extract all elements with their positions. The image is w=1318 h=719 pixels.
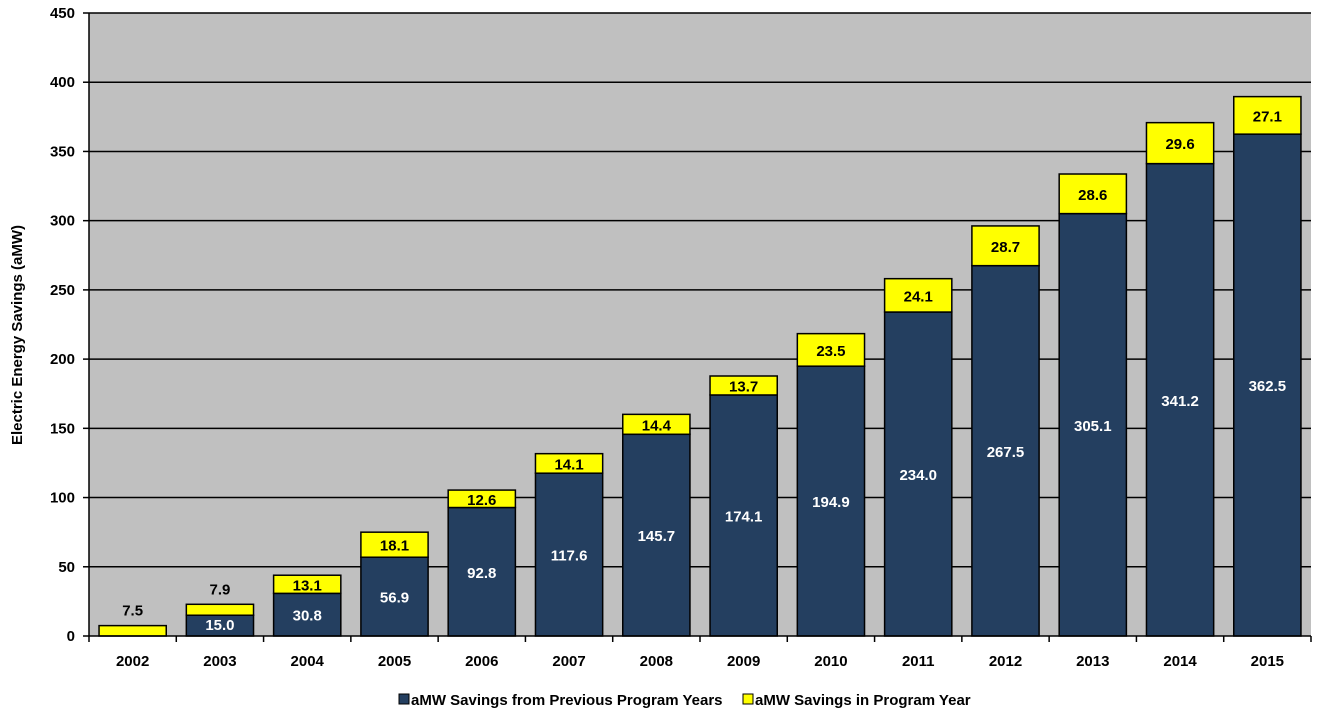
x-tick-label-2008: 2008	[640, 653, 673, 670]
bar-previous-2013	[1058, 212, 1128, 637]
data-label-previous-2004: 30.8	[293, 608, 322, 625]
x-tick-label-2003: 2003	[203, 653, 236, 670]
y-tick-label-100: 100	[50, 490, 75, 507]
data-label-program-year-2004: 13.1	[293, 577, 322, 594]
y-tick-label-150: 150	[50, 420, 75, 437]
x-tick-label-2004: 2004	[291, 653, 325, 670]
y-tick-label-200: 200	[50, 351, 75, 368]
bar-program-year-2009	[709, 375, 778, 396]
y-tick-label-450: 450	[50, 5, 75, 22]
bar-program-year-2005	[360, 531, 429, 558]
data-label-program-year-2006: 12.6	[467, 492, 496, 509]
bar-program-year-2003	[185, 603, 255, 616]
data-label-previous-2009: 174.1	[725, 508, 763, 525]
bar-previous-2011	[883, 311, 953, 637]
legend-swatch-1	[742, 693, 754, 705]
y-tick-label-250: 250	[50, 282, 75, 299]
data-label-program-year-2010: 23.5	[816, 343, 845, 360]
bar-previous-2005	[360, 556, 429, 637]
data-label-previous-2007: 117.6	[551, 548, 588, 565]
axes	[88, 13, 1311, 637]
bar-program-year-2002	[98, 624, 167, 637]
bar-program-year-2006	[447, 489, 517, 509]
data-label-program-year-2009: 13.7	[729, 378, 758, 395]
plot-area	[89, 13, 1311, 636]
y-tick-label-300: 300	[50, 213, 75, 230]
data-label-program-year-2003: 7.9	[209, 581, 230, 598]
data-label-previous-2014: 341.2	[1161, 393, 1199, 410]
y-tick-label-350: 350	[50, 143, 75, 160]
data-label-previous-2003: 15.0	[205, 617, 234, 634]
data-label-program-year-2013: 28.6	[1078, 187, 1107, 204]
bar-program-year-2013	[1058, 173, 1128, 215]
x-tick-label-2009: 2009	[727, 653, 760, 670]
x-tick-label-2002: 2002	[116, 653, 149, 670]
bar-previous-2007	[534, 472, 604, 637]
bar-previous-2010	[796, 365, 866, 637]
data-label-previous-2011: 234.0	[899, 467, 937, 484]
bar-program-year-2004	[272, 574, 342, 595]
data-label-program-year-2014: 29.6	[1165, 136, 1194, 153]
bar-program-year-2014	[1145, 121, 1215, 165]
x-tick-label-2005: 2005	[378, 653, 411, 670]
data-label-previous-2006: 92.8	[467, 565, 496, 582]
bar-program-year-2008	[622, 413, 691, 436]
x-tick-label-2014: 2014	[1163, 653, 1197, 670]
y-axis-ticks: 0 50 100 150 200 250 300 350 400 450	[50, 5, 89, 645]
data-label-program-year-2007: 14.1	[554, 456, 583, 473]
y-tick-label-400: 400	[50, 74, 75, 91]
x-tick-label-2012: 2012	[989, 653, 1022, 670]
bar-program-year-2015	[1233, 95, 1302, 135]
bar-program-year-2011	[883, 277, 953, 313]
data-label-program-year-2005: 18.1	[380, 538, 409, 555]
bar-previous-2009	[709, 394, 778, 637]
bar-program-year-2010	[796, 332, 866, 367]
x-tick-label-2007: 2007	[552, 653, 585, 670]
legend-swatch-0	[398, 693, 410, 705]
y-axis-label: Electric Energy Savings (aMW)	[9, 225, 26, 445]
data-label-previous-2013: 305.1	[1074, 418, 1112, 435]
data-label-previous-2012: 267.5	[987, 444, 1025, 461]
x-tick-label-2013: 2013	[1076, 653, 1109, 670]
data-label-previous-2005: 56.9	[380, 590, 409, 607]
bar-program-year-2012	[971, 225, 1040, 267]
legend-label-1: aMW Savings in Program Year	[755, 692, 971, 709]
bar-program-year-2007	[534, 452, 604, 474]
data-label-program-year-2002: 7.5	[122, 603, 143, 620]
legend: aMW Savings from Previous Program Years a…	[398, 692, 971, 709]
y-tick-label-0: 0	[67, 628, 75, 645]
x-tick-label-2011: 2011	[902, 653, 935, 670]
x-tick-label-2015: 2015	[1251, 653, 1284, 670]
legend-label-0: aMW Savings from Previous Program Years	[411, 692, 723, 709]
x-axis-ticks: 2002 2003 2004 2005 2006 2007 2008 2009 2010 2011…	[88, 636, 1312, 670]
data-label-program-year-2015: 27.1	[1253, 108, 1282, 125]
gridlines	[89, 12, 1311, 568]
data-label-program-year-2011: 24.1	[904, 288, 933, 305]
data-label-previous-2010: 194.9	[812, 494, 850, 511]
data-label-program-year-2012: 28.7	[991, 239, 1020, 256]
data-label-previous-2015: 362.5	[1249, 378, 1287, 395]
x-tick-label-2010: 2010	[814, 653, 847, 670]
data-label-program-year-2008: 14.4	[642, 417, 672, 434]
x-tick-label-2006: 2006	[465, 653, 498, 670]
data-label-previous-2008: 145.7	[638, 528, 676, 545]
y-tick-label-50: 50	[58, 559, 75, 576]
